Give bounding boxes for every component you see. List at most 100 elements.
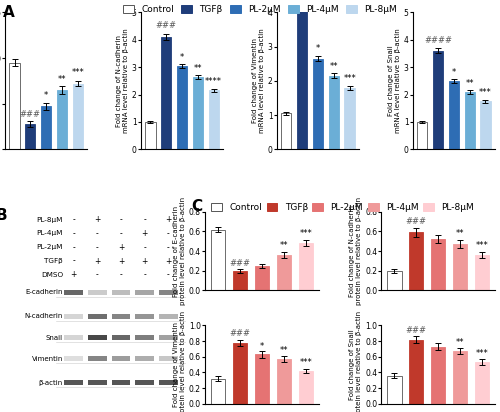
Text: Vimentin: Vimentin bbox=[32, 356, 63, 362]
Text: -: - bbox=[96, 243, 99, 252]
Bar bbox=[276, 359, 291, 404]
Bar bbox=[161, 37, 172, 150]
Text: -: - bbox=[72, 257, 75, 265]
Text: -: - bbox=[143, 270, 146, 279]
Bar bbox=[112, 356, 130, 361]
Text: ***: *** bbox=[479, 88, 492, 97]
Bar bbox=[297, 5, 308, 150]
Text: DMSO: DMSO bbox=[41, 272, 63, 278]
Bar bbox=[112, 380, 130, 385]
Bar bbox=[388, 376, 402, 404]
Bar bbox=[208, 91, 219, 150]
Bar bbox=[344, 88, 355, 150]
Text: -: - bbox=[72, 229, 75, 238]
Text: ***: *** bbox=[343, 74, 356, 82]
Bar bbox=[64, 335, 84, 340]
Bar bbox=[453, 351, 467, 404]
Text: PL-2μM: PL-2μM bbox=[36, 244, 63, 250]
Text: **: ** bbox=[466, 79, 474, 88]
Bar bbox=[298, 371, 312, 404]
Bar bbox=[448, 81, 459, 150]
Bar bbox=[388, 271, 402, 290]
Bar bbox=[255, 266, 269, 290]
Bar bbox=[158, 290, 178, 295]
Text: E-cadherin: E-cadherin bbox=[26, 290, 63, 295]
Bar bbox=[135, 290, 154, 295]
Text: -: - bbox=[166, 270, 170, 279]
Bar bbox=[276, 255, 291, 290]
Text: -: - bbox=[143, 215, 146, 224]
Bar bbox=[433, 51, 443, 150]
Text: **: ** bbox=[58, 75, 66, 84]
Text: C: C bbox=[191, 199, 202, 213]
Bar bbox=[431, 239, 446, 290]
Text: ###: ### bbox=[406, 326, 427, 335]
Y-axis label: Fold change of Snail
mRNA level relative to β-actin: Fold change of Snail mRNA level relative… bbox=[388, 28, 401, 133]
Text: **: ** bbox=[330, 62, 338, 70]
Text: **: ** bbox=[194, 64, 202, 73]
Text: -: - bbox=[72, 243, 75, 252]
Bar bbox=[298, 243, 312, 290]
Bar bbox=[41, 106, 51, 150]
Text: ***: *** bbox=[72, 68, 84, 77]
Bar bbox=[158, 356, 178, 361]
Y-axis label: Fold change of Vimentin
protein level relative to β-actin: Fold change of Vimentin protein level re… bbox=[173, 311, 186, 412]
Text: **: ** bbox=[280, 241, 288, 250]
Bar bbox=[88, 314, 107, 319]
Bar bbox=[88, 335, 107, 340]
Bar bbox=[453, 244, 467, 290]
Bar bbox=[64, 356, 84, 361]
Text: A: A bbox=[2, 5, 14, 20]
Text: +: + bbox=[142, 257, 148, 265]
Text: β-actin: β-actin bbox=[38, 379, 63, 386]
Bar bbox=[88, 290, 107, 295]
Text: **: ** bbox=[456, 337, 464, 346]
Text: Snail: Snail bbox=[46, 335, 63, 341]
Bar bbox=[211, 379, 226, 404]
Bar bbox=[328, 76, 339, 150]
Bar bbox=[112, 335, 130, 340]
Text: -: - bbox=[166, 243, 170, 252]
Bar bbox=[64, 380, 84, 385]
Bar bbox=[211, 229, 226, 290]
Bar bbox=[158, 314, 178, 319]
Text: +: + bbox=[94, 215, 100, 224]
Text: ***: *** bbox=[476, 241, 488, 250]
Bar bbox=[177, 66, 187, 150]
Bar bbox=[409, 232, 424, 290]
Bar bbox=[255, 354, 269, 404]
Bar bbox=[233, 271, 247, 290]
Bar bbox=[88, 356, 107, 361]
Text: **: ** bbox=[456, 229, 464, 238]
Legend: Control, TGFβ, PL-2μM, PL-4μM, PL-8μM: Control, TGFβ, PL-2μM, PL-4μM, PL-8μM bbox=[212, 203, 474, 212]
Text: -: - bbox=[120, 215, 122, 224]
Text: ###: ### bbox=[230, 329, 250, 338]
Y-axis label: Fold change of N-cadherin
mRNA level relative to β-actin: Fold change of N-cadherin mRNA level rel… bbox=[116, 28, 129, 133]
Text: +: + bbox=[70, 270, 77, 279]
Bar bbox=[135, 356, 154, 361]
Bar bbox=[72, 84, 83, 150]
Text: ***: *** bbox=[300, 358, 312, 367]
Bar bbox=[57, 90, 67, 150]
Text: -: - bbox=[96, 270, 99, 279]
Bar bbox=[281, 113, 291, 150]
Text: ###: ### bbox=[230, 259, 250, 268]
Text: -: - bbox=[120, 229, 122, 238]
Text: TGFβ: TGFβ bbox=[44, 258, 63, 264]
Bar bbox=[480, 101, 490, 150]
Bar bbox=[464, 92, 475, 150]
Text: **: ** bbox=[280, 346, 288, 355]
Bar bbox=[145, 122, 156, 150]
Bar bbox=[475, 362, 489, 404]
Bar bbox=[417, 122, 428, 150]
Text: -: - bbox=[96, 229, 99, 238]
Text: +: + bbox=[165, 215, 172, 224]
Bar bbox=[233, 343, 247, 404]
Text: *: * bbox=[44, 91, 48, 100]
Bar bbox=[158, 380, 178, 385]
Bar bbox=[64, 290, 84, 295]
Text: *: * bbox=[452, 68, 456, 77]
Bar bbox=[431, 346, 446, 404]
Text: ###: ### bbox=[156, 21, 176, 30]
Text: ###: ### bbox=[406, 217, 427, 226]
